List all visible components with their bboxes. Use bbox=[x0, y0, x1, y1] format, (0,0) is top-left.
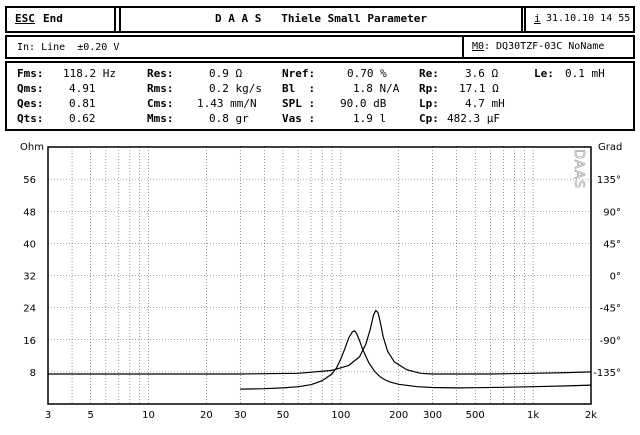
param-label: Lp: bbox=[419, 97, 439, 110]
x-tick-label: 30 bbox=[234, 410, 247, 421]
param-value: 0.70 % bbox=[347, 67, 387, 80]
param-label: Bl : bbox=[282, 82, 316, 95]
watermark-daas: DAAS bbox=[571, 149, 586, 189]
param-label: Fms: bbox=[17, 67, 44, 80]
page-title: D A A S Thiele Small Parameter bbox=[215, 12, 427, 25]
x-tick-label: 200 bbox=[389, 410, 408, 421]
title-bar: ESC End D A A S Thiele Small Parameter i… bbox=[5, 6, 635, 33]
esc-button[interactable]: ESC End bbox=[7, 8, 116, 31]
right-tick-label: 0° bbox=[610, 272, 621, 283]
param-label: Mms: bbox=[147, 112, 174, 125]
left-tick-label: 48 bbox=[23, 207, 36, 218]
param-value: 482.3 µF bbox=[447, 112, 500, 125]
right-tick-label: -45° bbox=[600, 304, 621, 315]
impedance-curve bbox=[240, 330, 592, 390]
param-label: Vas : bbox=[282, 112, 316, 125]
chart-grid bbox=[48, 147, 591, 404]
x-tick-label: 2k bbox=[585, 410, 597, 421]
param-value: 0.81 bbox=[69, 97, 96, 110]
input-bar: In: Line ±0.20 V M0 : DQ30TZF-03C NoName bbox=[5, 35, 635, 59]
param-label: Res: bbox=[147, 67, 174, 80]
param-label: SPL : bbox=[282, 97, 316, 110]
left-tick-label: 32 bbox=[23, 272, 36, 283]
param-value: 1.8 N/A bbox=[353, 82, 400, 95]
param-value: 90.0 dB bbox=[340, 97, 387, 110]
right-tick-label: 135° bbox=[597, 175, 621, 186]
left-axis-label: Ohm bbox=[20, 142, 44, 153]
x-tick-label: 3 bbox=[45, 410, 51, 421]
param-label: Cms: bbox=[147, 97, 174, 110]
impedance-phase-chart: Ohm Grad 3 5 10 20 30 50 100 200 300 500 1k 2k 8 16 24… bbox=[20, 142, 622, 421]
param-value: 118.2 Hz bbox=[63, 67, 116, 80]
param-value: 0.1 mH bbox=[565, 67, 605, 80]
title-panel: D A A S Thiele Small Parameter bbox=[119, 8, 523, 31]
info-icon[interactable]: i bbox=[534, 12, 541, 25]
param-label: Rp: bbox=[419, 82, 439, 95]
param-label: Qms: bbox=[17, 82, 44, 95]
param-value: 0.8 gr bbox=[209, 112, 249, 125]
x-tick-label: 100 bbox=[331, 410, 350, 421]
param-value: 0.9 Ω bbox=[209, 67, 243, 80]
esc-action-label: End bbox=[43, 12, 63, 25]
x-tick-label: 20 bbox=[200, 410, 213, 421]
left-tick-label: 24 bbox=[23, 304, 36, 315]
x-tick-label: 300 bbox=[423, 410, 442, 421]
param-value: 4.91 bbox=[69, 82, 96, 95]
param-label: Cp: bbox=[419, 112, 439, 125]
param-value: 3.6 Ω bbox=[465, 67, 499, 80]
chart-curves bbox=[48, 309, 592, 390]
param-label: Re: bbox=[419, 67, 439, 80]
right-tick-label: 90° bbox=[603, 207, 621, 218]
x-tick-label: 50 bbox=[277, 410, 290, 421]
param-label: Rms: bbox=[147, 82, 174, 95]
param-label: Le: bbox=[534, 67, 554, 80]
param-value: 4.7 mH bbox=[465, 97, 505, 110]
param-label: Qts: bbox=[17, 112, 44, 125]
param-label: Qes: bbox=[17, 97, 44, 110]
right-tick-label: -90° bbox=[600, 336, 621, 347]
param-value: 17.1 Ω bbox=[459, 82, 499, 95]
left-tick-label: 56 bbox=[23, 175, 36, 186]
x-tick-label: 1k bbox=[527, 410, 539, 421]
x-tick-label: 10 bbox=[142, 410, 155, 421]
datetime-panel: i 31.10.10 14 55 bbox=[524, 8, 635, 31]
right-axis-label: Grad bbox=[598, 142, 622, 153]
right-tick-label: 45° bbox=[603, 239, 621, 250]
model-name: : DQ30TZF-03C NoName bbox=[484, 41, 605, 52]
param-label: Nref: bbox=[282, 67, 316, 80]
parameter-panel: Fms: 118.2 Hz Qms: 4.91 Qes: 0.81 Qts: 0… bbox=[5, 61, 635, 131]
input-info: In: Line ±0.20 V bbox=[17, 42, 120, 53]
model-key[interactable]: M0 bbox=[472, 41, 485, 52]
param-value: 0.62 bbox=[69, 112, 96, 125]
param-value: 0.2 kg/s bbox=[209, 82, 262, 95]
phase-curve bbox=[48, 309, 592, 375]
left-tick-label: 16 bbox=[23, 336, 36, 347]
plot-frame bbox=[47, 146, 592, 405]
x-tick-label: 5 bbox=[87, 410, 93, 421]
right-tick-label: -135° bbox=[593, 368, 621, 379]
chart-ticks: 3 5 10 20 30 50 100 200 300 500 1k 2k 8 16 24 32 40 48 56 1… bbox=[23, 175, 621, 421]
param-value: 1.43 mm/N bbox=[197, 97, 257, 110]
model-panel[interactable]: M0 : DQ30TZF-03C NoName bbox=[462, 37, 635, 57]
left-tick-label: 8 bbox=[30, 368, 36, 379]
datetime-text: 31.10.10 14 55 bbox=[546, 13, 631, 24]
left-tick-label: 40 bbox=[23, 239, 36, 250]
param-value: 1.9 l bbox=[353, 112, 387, 125]
esc-key-label: ESC bbox=[15, 12, 35, 25]
x-tick-label: 500 bbox=[466, 410, 485, 421]
